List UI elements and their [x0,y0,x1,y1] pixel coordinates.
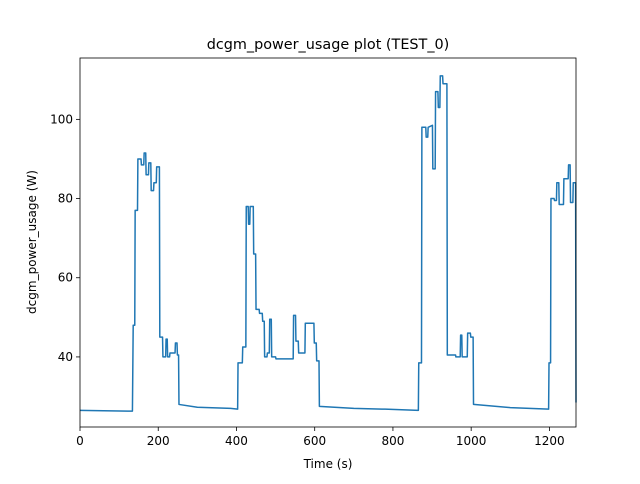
axes-frame [79,57,577,428]
y-tick-label: 40 [58,350,73,364]
y-tick-label: 60 [58,271,73,285]
y-tick-label: 80 [58,192,73,206]
x-tick-label: 400 [225,434,248,448]
x-tick-label: 800 [381,434,404,448]
y-axis-label: dcgm_power_usage (W) [25,170,39,314]
data-line [79,75,577,412]
x-tick-label: 0 [76,434,84,448]
x-tick-label: 1200 [534,434,565,448]
chart-title: dcgm_power_usage plot (TEST_0) [207,37,450,53]
x-tick-label: 1000 [456,434,487,448]
x-tick-label: 200 [147,434,170,448]
x-tick-label: 600 [303,434,326,448]
x-axis-label: Time (s) [303,457,353,471]
y-tick-label: 100 [50,112,73,126]
